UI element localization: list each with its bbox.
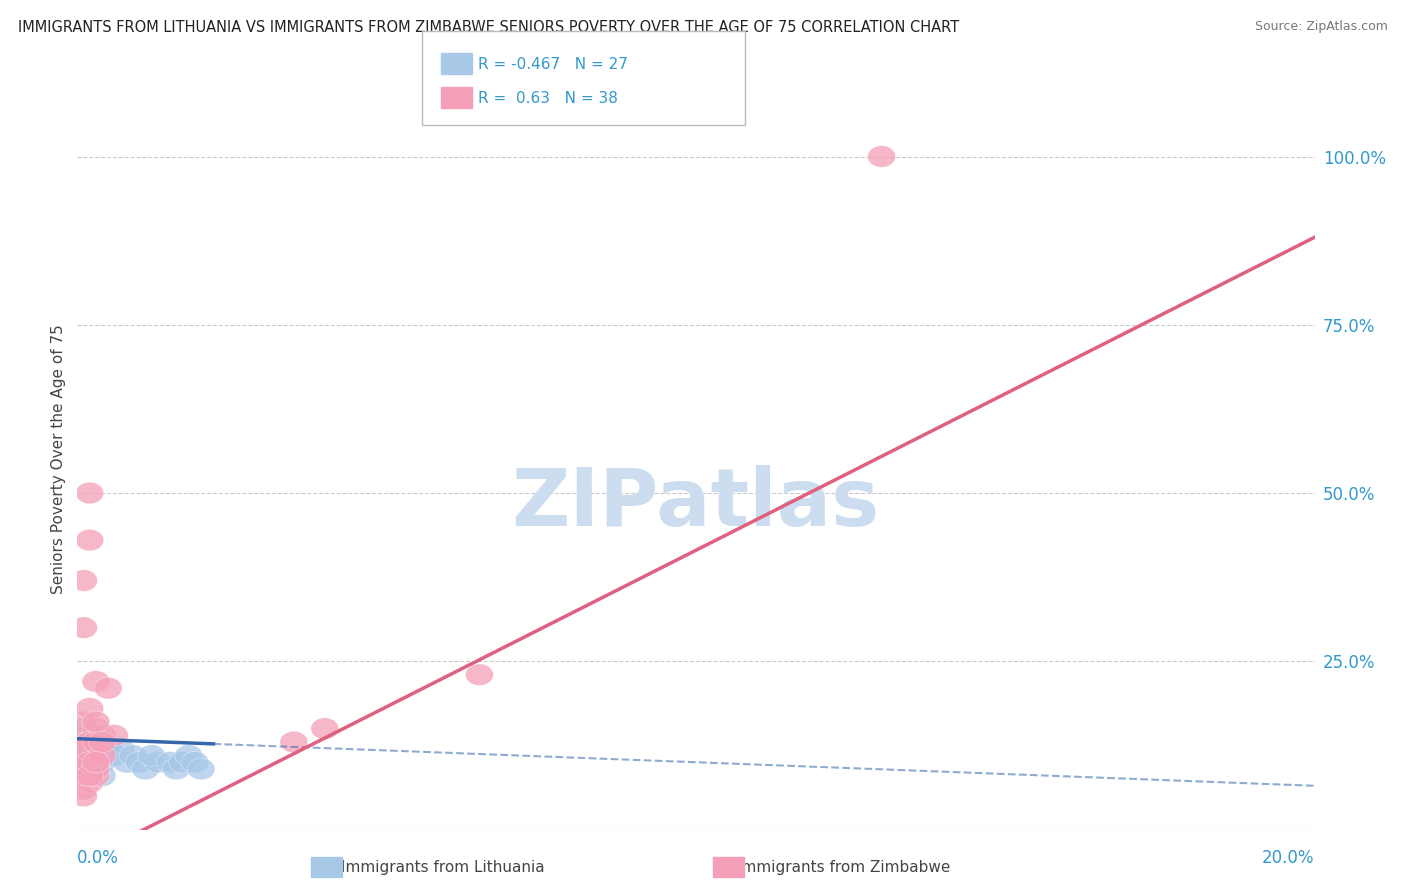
- Ellipse shape: [76, 758, 104, 780]
- Ellipse shape: [82, 738, 110, 760]
- Ellipse shape: [82, 765, 110, 787]
- Ellipse shape: [76, 765, 104, 787]
- Ellipse shape: [82, 671, 110, 692]
- Text: Immigrants from Lithuania: Immigrants from Lithuania: [342, 860, 544, 874]
- Ellipse shape: [76, 751, 104, 773]
- Ellipse shape: [112, 751, 141, 773]
- Ellipse shape: [82, 758, 110, 780]
- Ellipse shape: [76, 731, 104, 753]
- Ellipse shape: [70, 785, 97, 806]
- Ellipse shape: [89, 731, 115, 753]
- Ellipse shape: [187, 758, 215, 780]
- Ellipse shape: [94, 738, 122, 760]
- Ellipse shape: [76, 745, 104, 766]
- Text: R = -0.467   N = 27: R = -0.467 N = 27: [478, 57, 628, 71]
- Ellipse shape: [76, 698, 104, 719]
- Ellipse shape: [82, 745, 110, 766]
- Ellipse shape: [101, 724, 128, 746]
- Ellipse shape: [82, 738, 110, 760]
- Ellipse shape: [76, 731, 104, 753]
- Ellipse shape: [70, 731, 97, 753]
- Ellipse shape: [465, 664, 494, 686]
- Ellipse shape: [89, 731, 115, 753]
- Ellipse shape: [70, 570, 97, 591]
- Ellipse shape: [82, 758, 110, 780]
- Text: Immigrants from Zimbabwe: Immigrants from Zimbabwe: [737, 860, 950, 874]
- Ellipse shape: [76, 765, 104, 787]
- Ellipse shape: [120, 745, 148, 766]
- Ellipse shape: [89, 745, 115, 766]
- Ellipse shape: [82, 745, 110, 766]
- Ellipse shape: [70, 758, 97, 780]
- Ellipse shape: [169, 751, 197, 773]
- Ellipse shape: [132, 758, 159, 780]
- Text: IMMIGRANTS FROM LITHUANIA VS IMMIGRANTS FROM ZIMBABWE SENIORS POVERTY OVER THE A: IMMIGRANTS FROM LITHUANIA VS IMMIGRANTS …: [18, 20, 959, 35]
- Ellipse shape: [70, 765, 97, 787]
- Ellipse shape: [70, 724, 97, 746]
- Ellipse shape: [76, 483, 104, 504]
- Text: Source: ZipAtlas.com: Source: ZipAtlas.com: [1254, 20, 1388, 33]
- Ellipse shape: [181, 751, 209, 773]
- Ellipse shape: [89, 724, 115, 746]
- Ellipse shape: [107, 738, 135, 760]
- Ellipse shape: [82, 751, 110, 773]
- Ellipse shape: [82, 731, 110, 753]
- Ellipse shape: [70, 617, 97, 639]
- Ellipse shape: [82, 711, 110, 732]
- Ellipse shape: [76, 772, 104, 793]
- Ellipse shape: [868, 145, 896, 168]
- Text: 20.0%: 20.0%: [1263, 849, 1315, 867]
- Ellipse shape: [280, 731, 308, 753]
- Ellipse shape: [70, 738, 97, 760]
- Y-axis label: Seniors Poverty Over the Age of 75: Seniors Poverty Over the Age of 75: [51, 325, 66, 594]
- Ellipse shape: [70, 711, 97, 732]
- Ellipse shape: [82, 718, 110, 739]
- Ellipse shape: [125, 751, 153, 773]
- Ellipse shape: [76, 529, 104, 551]
- Ellipse shape: [138, 745, 166, 766]
- Text: 0.0%: 0.0%: [77, 849, 120, 867]
- Ellipse shape: [76, 751, 104, 773]
- Ellipse shape: [70, 718, 97, 739]
- Ellipse shape: [156, 751, 184, 773]
- Text: ZIPatlas: ZIPatlas: [512, 465, 880, 543]
- Text: R =  0.63   N = 38: R = 0.63 N = 38: [478, 91, 617, 105]
- Ellipse shape: [101, 745, 128, 766]
- Ellipse shape: [94, 677, 122, 699]
- Ellipse shape: [143, 751, 172, 773]
- Ellipse shape: [76, 724, 104, 746]
- Ellipse shape: [163, 758, 190, 780]
- Ellipse shape: [70, 751, 97, 773]
- Ellipse shape: [89, 765, 115, 787]
- Ellipse shape: [89, 751, 115, 773]
- Ellipse shape: [70, 779, 97, 800]
- Ellipse shape: [82, 751, 110, 773]
- Ellipse shape: [174, 745, 202, 766]
- Ellipse shape: [311, 718, 339, 739]
